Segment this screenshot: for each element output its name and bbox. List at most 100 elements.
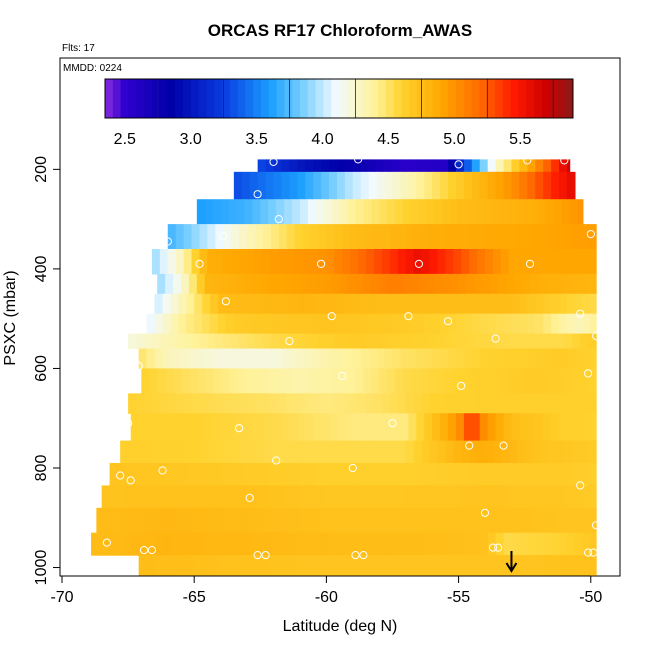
heatmap-cell bbox=[487, 159, 497, 173]
heatmap-cell bbox=[487, 293, 497, 315]
colorbar-swatch bbox=[120, 79, 129, 118]
heatmap-cell bbox=[286, 393, 296, 414]
heatmap-cell bbox=[276, 368, 285, 394]
heatmap-cell bbox=[231, 507, 240, 534]
heatmap-cell bbox=[360, 532, 370, 556]
heatmap-cell bbox=[416, 159, 425, 173]
heatmap-cell bbox=[233, 413, 243, 442]
heatmap-cell bbox=[233, 532, 243, 556]
heatmap-cell bbox=[344, 348, 354, 370]
heatmap-cell bbox=[458, 485, 468, 509]
heatmap-cell bbox=[199, 507, 209, 534]
heatmap-cell bbox=[154, 348, 164, 370]
heatmap-cell bbox=[252, 273, 261, 295]
heatmap-cell bbox=[588, 507, 597, 534]
heatmap-cell bbox=[381, 507, 391, 534]
heatmap-cell bbox=[262, 393, 272, 414]
heatmap-cell bbox=[408, 413, 417, 442]
heatmap-cell bbox=[334, 248, 343, 275]
heatmap-cell bbox=[580, 440, 589, 464]
heatmap-cell bbox=[262, 440, 272, 464]
heatmap-cell bbox=[278, 440, 288, 464]
heatmap-cell bbox=[461, 333, 470, 350]
heatmap-cell bbox=[260, 273, 269, 295]
heatmap-cell bbox=[215, 440, 224, 464]
heatmap-cell bbox=[448, 159, 457, 173]
heatmap-cell bbox=[336, 555, 346, 576]
heatmap-cell bbox=[503, 313, 513, 335]
heatmap-cell bbox=[199, 248, 209, 275]
heatmap-cell bbox=[292, 199, 301, 225]
heatmap-cell bbox=[236, 368, 246, 394]
colorbar-swatch bbox=[315, 79, 324, 118]
heatmap-cell bbox=[368, 348, 378, 370]
heatmap-cell bbox=[286, 507, 296, 534]
heatmap-cell bbox=[310, 224, 320, 250]
heatmap-cell bbox=[551, 159, 560, 173]
heatmap-cell bbox=[302, 333, 312, 350]
heatmap-cell bbox=[136, 440, 145, 464]
heatmap-cell bbox=[450, 485, 460, 509]
heatmap-cell bbox=[352, 348, 362, 370]
heatmap-cell bbox=[249, 293, 259, 315]
heatmap-cell bbox=[170, 555, 179, 576]
heatmap-cell bbox=[167, 507, 177, 534]
heatmap-cell bbox=[260, 485, 269, 509]
heatmap-cell bbox=[522, 485, 531, 509]
heatmap-cell bbox=[529, 273, 539, 295]
heatmap-cell bbox=[326, 507, 335, 534]
heatmap-cell bbox=[524, 224, 534, 250]
heatmap-cell bbox=[381, 224, 391, 250]
heatmap-cell bbox=[199, 333, 209, 350]
heatmap-cell bbox=[432, 159, 441, 173]
heatmap-cell bbox=[593, 463, 597, 487]
heatmap-cell bbox=[323, 463, 333, 487]
heatmap-cell bbox=[278, 333, 288, 350]
heatmap-cell bbox=[421, 248, 431, 275]
heatmap-cell bbox=[323, 485, 333, 509]
colorbar-swatch bbox=[440, 79, 449, 118]
heatmap-cell bbox=[574, 555, 584, 576]
sample-point bbox=[327, 312, 336, 321]
heatmap-cell bbox=[292, 273, 301, 295]
heatmap-cell bbox=[326, 393, 335, 414]
heatmap-cell bbox=[231, 333, 240, 350]
heatmap-cell bbox=[421, 393, 431, 414]
heatmap-cell bbox=[373, 393, 383, 414]
heatmap-cell bbox=[355, 199, 364, 225]
heatmap-cell bbox=[175, 224, 185, 250]
heatmap-cell bbox=[384, 159, 394, 173]
heatmap-cell bbox=[347, 273, 357, 295]
heatmap-cell bbox=[434, 368, 444, 394]
heatmap-cell bbox=[437, 224, 446, 250]
heatmap-cell bbox=[202, 348, 211, 370]
colorbar-swatch bbox=[136, 79, 145, 118]
heatmap-cell bbox=[186, 555, 195, 576]
heatmap-cell bbox=[350, 393, 359, 414]
heatmap-cell bbox=[342, 224, 351, 250]
sample-point bbox=[163, 237, 172, 246]
heatmap-cell bbox=[403, 199, 412, 225]
heatmap-cell bbox=[479, 532, 489, 556]
heatmap-cell bbox=[289, 313, 298, 335]
heatmap-cell bbox=[191, 393, 201, 414]
heatmap-cell bbox=[556, 440, 565, 464]
heatmap-cell bbox=[358, 248, 367, 275]
heatmap-cell bbox=[175, 440, 185, 464]
heatmap-cell bbox=[524, 333, 534, 350]
heatmap-cell bbox=[387, 485, 396, 509]
heatmap-cell bbox=[400, 313, 409, 335]
heatmap-cell bbox=[191, 333, 201, 350]
heatmap-cell bbox=[260, 199, 269, 225]
heatmap-cell bbox=[186, 293, 195, 315]
heatmap-cell bbox=[543, 348, 552, 370]
heatmap-cell bbox=[548, 393, 558, 414]
heatmap-cell bbox=[535, 532, 544, 556]
heatmap-cell bbox=[128, 393, 137, 414]
sample-point bbox=[404, 312, 413, 321]
heatmap-cell bbox=[450, 463, 460, 487]
sample-point bbox=[576, 309, 585, 318]
heatmap-cell bbox=[175, 393, 185, 414]
heatmap-cell bbox=[487, 348, 497, 370]
heatmap-cell bbox=[191, 440, 201, 464]
